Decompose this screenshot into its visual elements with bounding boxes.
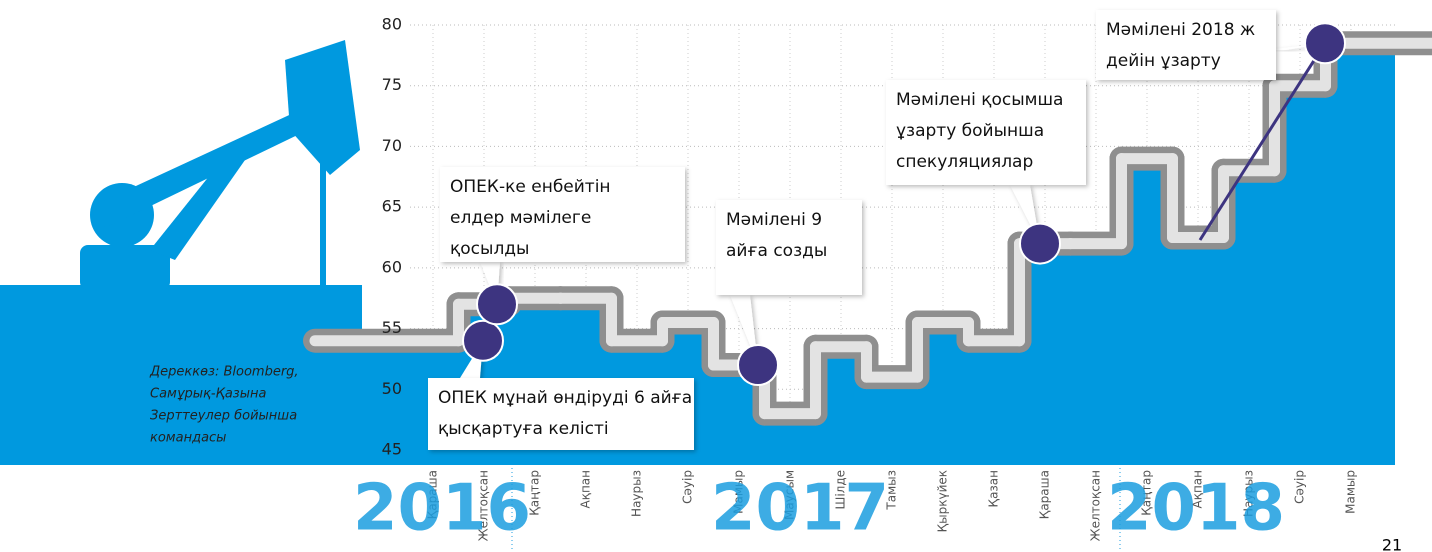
source-text: Зерттеулер бойынша bbox=[150, 409, 297, 424]
area-segment bbox=[1071, 244, 1122, 465]
x-tick-label: Қыркүйек bbox=[936, 470, 950, 532]
x-tick-label: Қазан bbox=[987, 470, 1001, 507]
source-text: Дереккөз: Bloomberg, bbox=[149, 365, 299, 380]
annotation-text: Мәмілені 9 bbox=[726, 210, 822, 230]
y-tick-label: 70 bbox=[382, 136, 402, 155]
y-tick-label: 80 bbox=[382, 15, 402, 34]
x-tick-label: Ақпан bbox=[579, 470, 593, 509]
annotation-text: елдер мәмілеге bbox=[450, 208, 591, 228]
annotation-text: қысқартуға келісті bbox=[438, 419, 609, 439]
event-marker bbox=[477, 284, 517, 324]
event-marker bbox=[463, 321, 503, 361]
y-tick-label: 60 bbox=[382, 257, 402, 276]
x-tick-label: Желтоқсан bbox=[1089, 470, 1103, 541]
x-tick-label: Сәуір bbox=[1293, 470, 1307, 504]
source-text: Самұрық-Қазына bbox=[150, 387, 266, 402]
x-tick-label: Сәуір bbox=[681, 470, 695, 504]
x-tick-label: Мамыр bbox=[1344, 470, 1358, 514]
y-tick-label: 75 bbox=[382, 75, 402, 94]
area-segment bbox=[867, 377, 918, 465]
y-tick-label: 65 bbox=[382, 197, 402, 216]
annotation-text: ОПЕК-ке енбейтін bbox=[450, 177, 611, 197]
event-marker bbox=[1305, 23, 1345, 63]
annotation-text: дейін ұзарту bbox=[1106, 51, 1221, 71]
annotation-text: ұзарту бойынша bbox=[896, 121, 1044, 141]
y-tick-label: 45 bbox=[382, 440, 402, 459]
area-segment bbox=[1173, 238, 1224, 466]
annotation-text: қосылды bbox=[450, 239, 529, 259]
y-tick-label: 55 bbox=[382, 318, 402, 337]
x-tick-label: Наурыз bbox=[630, 470, 644, 517]
area-segment bbox=[1326, 43, 1396, 465]
year-label: 2016 bbox=[353, 472, 531, 546]
annotation-text: Мәмілені 2018 ж bbox=[1106, 20, 1255, 40]
annotation-text: ОПЕК мұнай өндіруді 6 айға bbox=[438, 388, 692, 408]
area-segment bbox=[969, 341, 1020, 465]
y-tick-label: 50 bbox=[382, 379, 402, 398]
page-number: 21 bbox=[1382, 536, 1402, 552]
year-label: 2018 bbox=[1107, 472, 1285, 546]
annotation-text: спекуляциялар bbox=[896, 152, 1033, 172]
annotation-text: Мәмілені қосымша bbox=[896, 90, 1063, 110]
annotation-text: айға созды bbox=[726, 241, 827, 261]
event-marker bbox=[738, 345, 778, 385]
event-marker bbox=[1020, 224, 1060, 264]
chart: Дереккөз: Bloomberg, Самұрық-Қазына Зертте… bbox=[0, 0, 1432, 552]
x-tick-label: Қараша bbox=[1038, 470, 1052, 519]
year-label: 2017 bbox=[711, 472, 889, 546]
source-text: командасы bbox=[150, 431, 226, 446]
